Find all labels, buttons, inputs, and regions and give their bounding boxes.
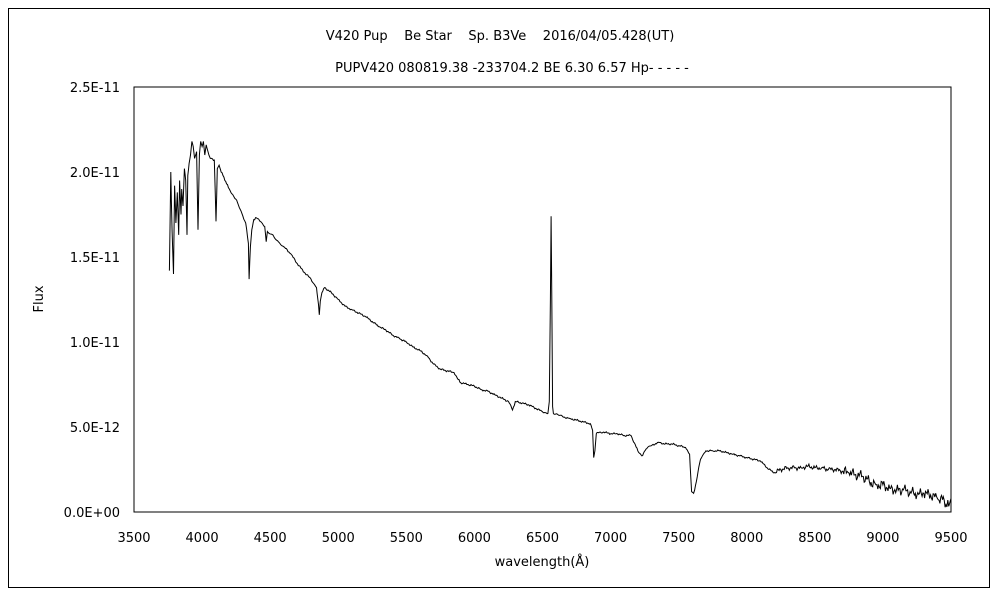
chart-subtitle: PUPV420 080819.38 -233704.2 BE 6.30 6.57… xyxy=(335,61,689,76)
x-tick-label: 6500 xyxy=(526,531,559,546)
x-tick-label: 9000 xyxy=(866,531,899,546)
y-tick-label: 2.5E-11 xyxy=(70,81,120,96)
series-group xyxy=(168,141,952,508)
plot-area xyxy=(133,86,952,513)
x-tick-label: 6000 xyxy=(458,531,491,546)
y-tick-label: 5.0E-12 xyxy=(70,421,120,436)
x-tick-label: 4000 xyxy=(186,531,219,546)
x-axis-ticks: 3500 4000 4500 5000 5500 6000 6500 7000 7500 8000… xyxy=(117,531,967,546)
y-tick-label: 0.0E+00 xyxy=(64,506,120,521)
x-tick-label: 5500 xyxy=(390,531,423,546)
x-tick-label: 5000 xyxy=(322,531,355,546)
x-tick-label: 4500 xyxy=(254,531,287,546)
x-tick-label: 7000 xyxy=(594,531,627,546)
x-tick-label: 7500 xyxy=(662,531,695,546)
x-tick-label: 8000 xyxy=(730,531,763,546)
y-tick-label: 1.0E-11 xyxy=(70,336,120,351)
x-tick-label: 8500 xyxy=(798,531,831,546)
x-axis-label: wavelength(Å) xyxy=(495,554,590,570)
chart-frame xyxy=(8,8,990,588)
y-axis-label: Flux xyxy=(32,285,47,312)
x-tick-label: 3500 xyxy=(117,531,150,546)
y-tick-label: 2.0E-11 xyxy=(70,166,120,181)
spectrum-series-line xyxy=(168,141,952,508)
x-tick-label: 9500 xyxy=(934,531,967,546)
y-axis-ticks: 0.0E+00 5.0E-12 1.0E-11 1.5E-11 2.0E-11 2.5E-… xyxy=(64,81,120,521)
y-tick-label: 1.5E-11 xyxy=(70,251,120,266)
chart-title: V420 Pup Be Star Sp. B3Ve 2016/04/05.428… xyxy=(326,29,675,44)
